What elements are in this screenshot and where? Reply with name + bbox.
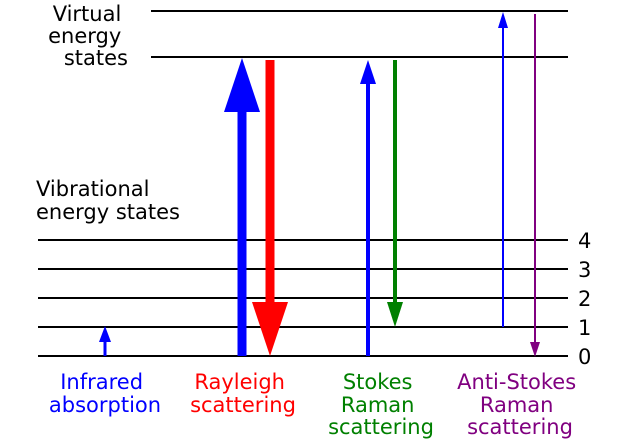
anti-stokes-excitation-arrow [498,12,508,327]
infrared-label-line-1: Infrared [60,370,143,394]
level-number-3: 3 [578,258,591,282]
vibrational-states-label: Vibrational energy states [36,177,180,224]
rayleigh-label-line-2: scattering [190,393,296,417]
virtual-label-line-1: Virtual [53,2,122,26]
anti-stokes-label-line-3: scattering [467,415,573,439]
virtual-state-lines [151,10,568,58]
rayleigh-label-line-1: Rayleigh [194,370,285,394]
stokes-label-line-2: Raman [341,393,415,417]
stokes-raman-label: Stokes Raman scattering [328,370,434,439]
rayleigh-excitation-arrow [224,58,260,356]
level-number-0: 0 [578,345,591,369]
anti-stokes-label-line-2: Raman [480,393,554,417]
anti-stokes-raman-label: Anti-Stokes Raman scattering [457,370,583,439]
rayleigh-scattering-label: Rayleigh scattering [190,370,296,417]
virtual-label-line-2: energy [48,24,121,48]
rayleigh-emission-arrow [252,60,288,356]
level-number-4: 4 [578,229,591,253]
vibrational-label-line-2: energy states [36,200,180,224]
vibrational-label-line-1: Vibrational [36,177,150,201]
stokes-excitation-arrow [360,60,376,356]
vibrational-level-lines [38,239,568,357]
anti-stokes-emission-arrow [530,14,540,357]
infrared-absorption-arrow [99,326,111,356]
infrared-label-line-2: absorption [49,393,161,417]
anti-stokes-label-line-1: Anti-Stokes [457,370,576,394]
level-number-1: 1 [578,316,591,340]
stokes-label-line-1: Stokes [343,370,413,394]
virtual-label-line-3: states [64,46,128,70]
virtual-states-label: Virtual energy states [48,2,128,70]
infrared-absorption-label: Infrared absorption [49,370,161,417]
stokes-label-line-3: scattering [328,415,434,439]
level-numbers: 4 3 2 1 0 [578,229,591,369]
level-number-2: 2 [578,287,591,311]
stokes-emission-arrow [387,60,403,327]
